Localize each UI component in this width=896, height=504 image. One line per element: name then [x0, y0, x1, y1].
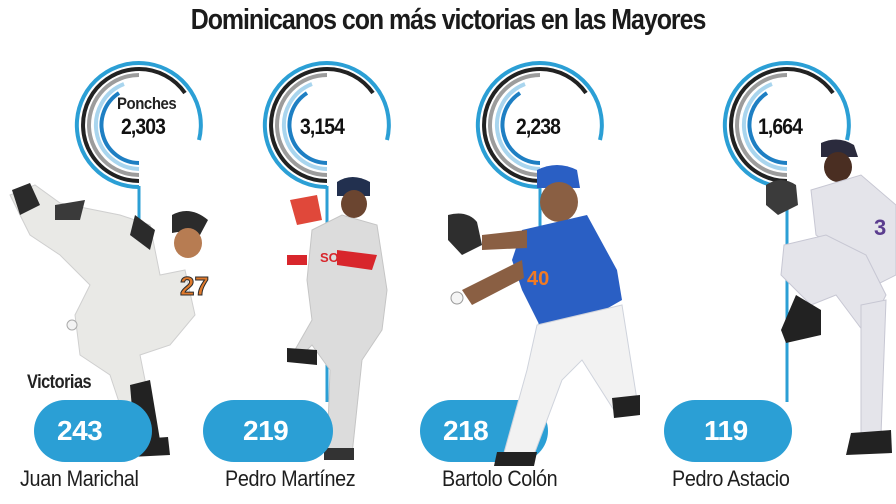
player-name: Bartolo Colón: [442, 466, 558, 491]
strikeouts-value: 3,154: [300, 114, 345, 139]
strikeout-arc-graphic: [722, 61, 851, 402]
player-card-martinez: 3,154 SOX 219 Pedro Martínez: [190, 0, 420, 504]
player-name: Pedro Astacio: [672, 466, 790, 491]
wins-badge: 219: [203, 400, 333, 462]
player-photo-marichal: 27: [9, 183, 209, 457]
wins-label: Victorias: [27, 372, 92, 393]
wins-value: 243: [57, 415, 103, 446]
strikeouts-value: 1,664: [758, 114, 803, 139]
player-photo-astacio: 3: [766, 139, 896, 455]
player-card-astacio: 1,664 119 3 Pedro Astacio: [650, 0, 896, 504]
player-name: Juan Marichal: [20, 466, 139, 491]
player-name: Pedro Martínez: [225, 466, 356, 491]
svg-text:40: 40: [527, 268, 549, 290]
strikeouts-value: 2,303: [121, 114, 166, 139]
wins-value: 218: [443, 415, 489, 446]
page-title: Dominicanos con más victorias en las May…: [190, 4, 707, 36]
svg-text:3: 3: [874, 215, 886, 240]
svg-text:SOX: SOX: [320, 250, 348, 265]
wins-value: 219: [243, 415, 289, 446]
wins-value: 119: [704, 415, 748, 446]
player-card-colon: 2,238 218 40 Bartolo Colón: [420, 0, 650, 504]
player-photo-martinez: SOX: [287, 177, 388, 460]
strikeouts-label: Ponches: [117, 94, 177, 113]
player-card-marichal: Ponches 2,303 27 Victorias 243 Juan Mari…: [0, 0, 220, 504]
player-photo-colon: 40: [448, 165, 640, 466]
wins-badge: 119: [664, 400, 792, 462]
strikeouts-value: 2,238: [516, 114, 561, 139]
svg-text:27: 27: [180, 271, 209, 301]
wins-badge: 243: [34, 400, 152, 462]
